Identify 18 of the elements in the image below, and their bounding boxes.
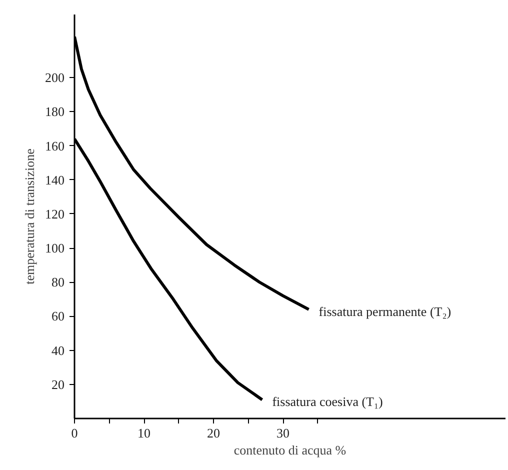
y-tick-label: 40: [52, 342, 64, 358]
y-tick-label: 120: [45, 206, 64, 222]
y-tick-label: 160: [45, 138, 64, 154]
x-tick-label: 10: [138, 426, 151, 440]
y-tick-label: 80: [52, 274, 64, 290]
x-axis-title: contenuto di acqua %: [234, 442, 346, 458]
x-tick-label: 30: [276, 426, 290, 440]
y-tick-label: 60: [52, 308, 64, 324]
x-tick-label: 20: [207, 426, 220, 440]
x-tick-label: 0: [71, 426, 78, 440]
y-tick-label: 20: [52, 376, 64, 392]
series-label: fissatura coesiva (T₁): [272, 394, 383, 410]
y-tick-label: 140: [45, 172, 64, 188]
series-label: fissatura permanente (T₂): [318, 304, 452, 319]
y-axis-title: temperatura di transizione: [22, 148, 37, 284]
y-tick-label: 200: [45, 70, 64, 86]
y-tick-label: 100: [45, 240, 64, 256]
y-tick-label: 180: [45, 104, 64, 120]
